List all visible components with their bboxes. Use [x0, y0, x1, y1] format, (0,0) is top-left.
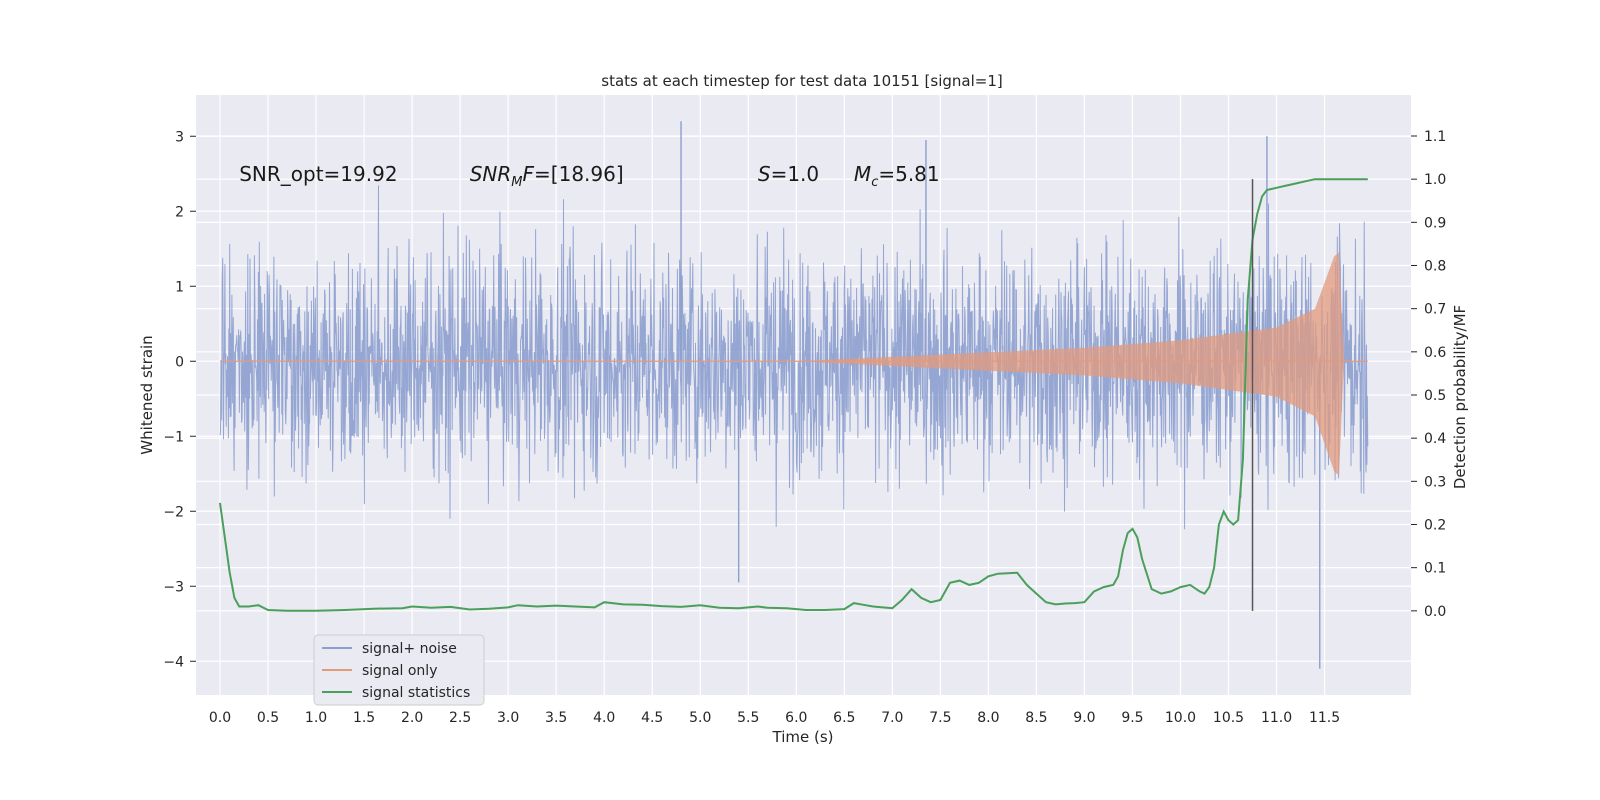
x-tick-label-11: 5.5 — [737, 710, 759, 726]
x-axis-label: Time (s) — [772, 728, 834, 746]
legend-label-0: signal+ noise — [362, 641, 457, 657]
x-tick-label-2: 1.0 — [305, 710, 327, 726]
x-tick-label-22: 11.0 — [1261, 710, 1292, 726]
x-tick-label-8: 4.0 — [593, 710, 615, 726]
x-tick-label-6: 3.0 — [497, 710, 519, 726]
x-tick-label-20: 10.0 — [1165, 710, 1196, 726]
y2-tick-label-1: 1.0 — [1424, 172, 1446, 188]
y2-axis-label: Detection probability/MF — [1451, 305, 1469, 489]
legend-label-2: signal statistics — [362, 685, 470, 701]
x-tick-label-23: 11.5 — [1309, 710, 1340, 726]
legend-box — [313, 634, 485, 706]
y-axis-label: Whitened strain — [138, 335, 156, 454]
y2-tick-label-7: 0.4 — [1424, 431, 1446, 447]
y2-tick-label-3: 0.8 — [1424, 259, 1446, 275]
y2-tick-label-9: 0.2 — [1424, 517, 1446, 533]
y-tick-label-0: 3 — [175, 129, 184, 145]
y-tick-label-2: 1 — [175, 279, 184, 295]
y2-tick-label-8: 0.3 — [1424, 474, 1446, 490]
y-tick-label-7: −4 — [163, 654, 184, 670]
x-tick-label-14: 7.0 — [881, 710, 903, 726]
x-tick-label-4: 2.0 — [401, 710, 423, 726]
stats-line — [219, 178, 1368, 612]
y-axis-ticks: 3 2 1 0 −1 −2 −3 −4 — [163, 129, 196, 670]
legend-label-1: signal only — [362, 663, 437, 679]
y-tick-label-5: −2 — [163, 504, 184, 520]
annotation-1: SNRMF=[18.96] — [470, 162, 624, 190]
x-tick-label-15: 7.5 — [929, 710, 951, 726]
x-tick-label-0: 0.0 — [209, 710, 231, 726]
x-tick-label-21: 10.5 — [1213, 710, 1244, 726]
y2-tick-label-2: 0.9 — [1424, 215, 1446, 231]
annotation-3: Mc=5.81 — [854, 162, 940, 190]
signal-envelope — [796, 252, 1344, 476]
y-tick-label-3: 0 — [175, 354, 184, 370]
y2-tick-label-5: 0.6 — [1424, 345, 1446, 361]
x-tick-label-9: 4.5 — [641, 710, 663, 726]
series-signal-statistics — [219, 178, 1368, 612]
annotations: SNR_opt=19.92 SNRMF=[18.96] S=1.0 Mc=5.81 — [239, 162, 939, 190]
y2-tick-label-0: 1.1 — [1424, 129, 1446, 145]
series-signal-only — [220, 252, 1368, 476]
x-tick-label-10: 5.0 — [689, 710, 711, 726]
x-tick-label-13: 6.5 — [833, 710, 855, 726]
chart-title: stats at each timestep for test data 101… — [601, 72, 1002, 90]
x-tick-label-3: 1.5 — [353, 710, 375, 726]
x-tick-label-5: 2.5 — [449, 710, 471, 726]
legend: signal+ noise signal only signal statistic… — [313, 634, 485, 706]
annotation-2: S=1.0 — [758, 162, 819, 186]
y2-tick-label-4: 0.7 — [1424, 302, 1446, 318]
y-tick-label-4: −1 — [163, 429, 184, 445]
y2-tick-label-6: 0.5 — [1424, 388, 1446, 404]
x-tick-label-18: 9.0 — [1073, 710, 1095, 726]
annotation-0: SNR_opt=19.92 — [239, 162, 397, 186]
y-tick-label-1: 2 — [175, 204, 184, 220]
x-tick-label-16: 8.0 — [977, 710, 999, 726]
y2-tick-label-11: 0.0 — [1424, 604, 1446, 620]
y2-axis-ticks: 1.1 1.0 0.9 0.8 0.7 0.6 0.5 0.4 0.3 0.2 0.1 0.0 — [1411, 129, 1446, 620]
x-axis-ticks: 0.0 0.5 1.0 1.5 2.0 2.5 3.0 3.5 4.0 4.5 5.0 5.5 6.0 6… — [209, 710, 1340, 726]
x-tick-label-7: 3.5 — [545, 710, 567, 726]
x-tick-label-12: 6.0 — [785, 710, 807, 726]
x-tick-label-19: 9.5 — [1121, 710, 1143, 726]
x-tick-label-1: 0.5 — [257, 710, 279, 726]
x-tick-label-17: 8.5 — [1025, 710, 1047, 726]
y-tick-label-6: −3 — [163, 579, 184, 595]
y2-tick-label-10: 0.1 — [1424, 561, 1446, 577]
